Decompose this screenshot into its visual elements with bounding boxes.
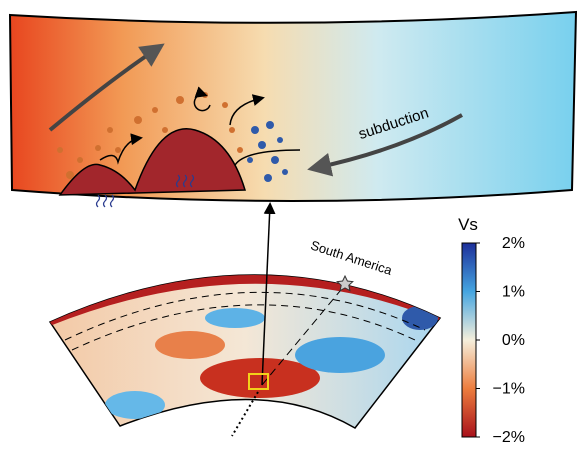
colorbar-title: Vs [458, 215, 478, 234]
colorbar-tick-label: −1% [493, 381, 525, 398]
colorbar-tick-label: 1% [502, 284, 525, 301]
colorbar [462, 243, 476, 437]
colorbar-tick-label: −2% [493, 429, 525, 446]
location-label: South America [309, 238, 395, 279]
colorbar-tick-label: 2% [502, 235, 525, 252]
colorbar-tick-label: 0% [502, 332, 525, 349]
figure: subduction South America Vs 2%1%0%−1%−2% [0, 0, 584, 450]
